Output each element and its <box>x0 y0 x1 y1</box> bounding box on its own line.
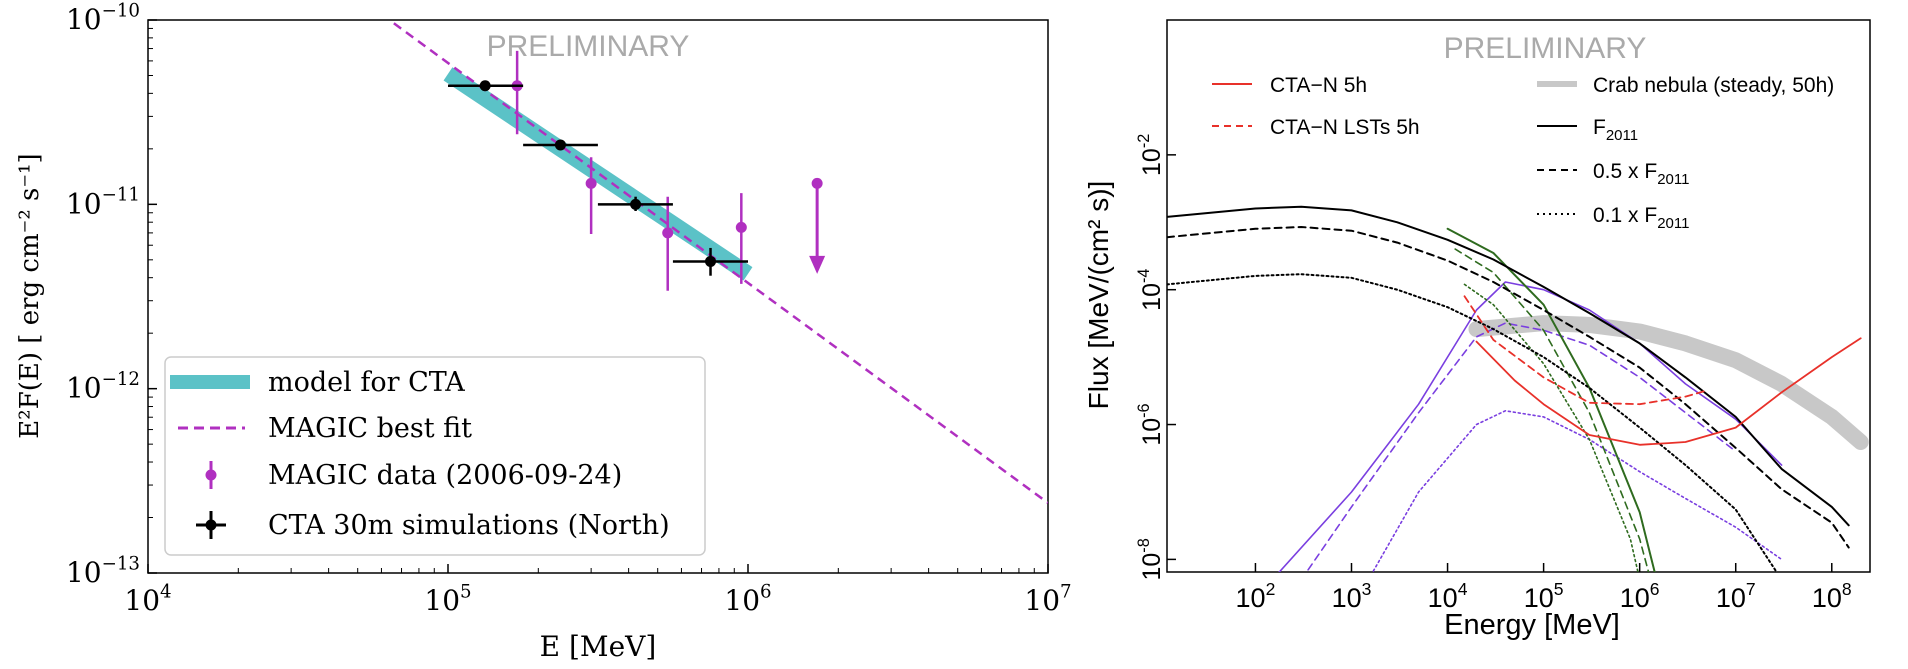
curve-green-dotted <box>1463 283 1639 572</box>
x-tick-label: 104 <box>1428 579 1468 613</box>
y-tick-label-group: 10-6 <box>1135 403 1166 445</box>
legend-swatch-magic-data <box>205 461 217 489</box>
right-plot-frame <box>1166 19 1871 573</box>
y-tick-label: 10-2 <box>1135 134 1166 176</box>
x-tick-label: 105 <box>1524 579 1564 613</box>
magic-point <box>662 227 674 239</box>
curve-grey-band <box>1468 315 1869 450</box>
right-chart: 102 103 104 105 106 107 108 10-8 10-6 10-4 10-2 PR… <box>1083 19 1871 641</box>
legend-label-model: model for CTA <box>268 367 465 398</box>
y-tick-label-group: 10-8 <box>1135 538 1166 580</box>
legend-label-tenth-f2011: 0.1 x F2011 <box>1593 204 1689 232</box>
left-watermark: PRELIMINARY <box>487 30 690 63</box>
x-tick-label: 106 <box>724 581 771 617</box>
x-tick-label: 104 <box>124 581 171 617</box>
curve-black-dotted <box>1167 273 1778 572</box>
x-tick-label: 107 <box>1024 581 1071 617</box>
right-watermark: PRELIMINARY <box>1444 32 1647 65</box>
right-axis-ticks: 102 103 104 105 106 107 108 10-8 10-6 10-4 10-2 <box>1135 134 1852 613</box>
x-tick-label: 102 <box>1236 579 1276 613</box>
left-x-axis-label: E [MeV] <box>540 630 657 663</box>
magic-point <box>585 177 597 189</box>
right-x-axis-label: Energy [MeV] <box>1444 609 1620 641</box>
cta-point <box>479 80 491 92</box>
upper-limit-point <box>811 177 823 189</box>
x-tick-label: 105 <box>424 581 471 617</box>
legend-label-cta-n: CTA−N 5h <box>1270 74 1367 97</box>
y-tick-label: 10−11 <box>66 185 140 221</box>
curve-green-solid <box>1446 227 1656 572</box>
y-tick-label: 10−12 <box>66 369 140 405</box>
curve-black-dashed <box>1167 226 1850 549</box>
legend-label-crab: Crab nebula (steady, 50h) <box>1593 74 1834 97</box>
x-tick-label: 107 <box>1716 579 1756 613</box>
curve-purple-dotted <box>1371 410 1783 572</box>
legend-label-half-f2011: 0.5 x F2011 <box>1593 160 1689 188</box>
legend-swatch-cta-sim <box>196 511 226 539</box>
legend-label-magic-data: MAGIC data (2006-09-24) <box>268 460 622 491</box>
y-tick-label: 10−10 <box>66 0 140 36</box>
cta-point <box>630 198 642 210</box>
legend-label-cta-n-lst: CTA−N LSTs 5h <box>1270 116 1420 139</box>
cta-point <box>554 139 566 151</box>
right-y-axis-label: Flux [MeV/(cm² s)] <box>1083 181 1114 410</box>
curve-black-solid <box>1167 205 1850 527</box>
curve-purple-solid <box>1278 281 1783 572</box>
y-tick-label-group: 10-4 <box>1135 269 1166 311</box>
x-tick-label: 103 <box>1332 579 1372 613</box>
y-tick-label: 10−13 <box>66 553 140 589</box>
left-chart: 104 105 106 107 10−13 10−12 10−11 10−10 PRELIMI… <box>15 0 1072 663</box>
legend-label-magic-fit: MAGIC best fit <box>268 413 472 444</box>
left-y-axis-label: E²F(E) [ erg cm⁻² s⁻¹] <box>15 153 45 438</box>
y-tick-label: 10-6 <box>1135 403 1166 445</box>
right-legend: CTA−N 5h CTA−N LSTs 5h Crab nebula (stea… <box>1212 74 1834 232</box>
left-series <box>393 22 1048 504</box>
right-series <box>1167 205 1869 572</box>
curve-red-solid <box>1475 337 1862 446</box>
curve-purple-dashed <box>1305 322 1737 572</box>
legend-label-cta-sim: CTA 30m simulations (North) <box>268 510 670 541</box>
y-tick-label-group: 10-2 <box>1135 134 1166 176</box>
cta-point <box>705 255 717 267</box>
left-legend: model for CTA MAGIC best fit MAGIC data … <box>164 356 706 556</box>
left-legend-box <box>164 356 706 556</box>
curve-red-dashed <box>1463 295 1708 406</box>
upper-limit-arrow <box>809 255 826 274</box>
left-plot-frame <box>147 19 1049 574</box>
legend-label-f2011: F2011 <box>1593 116 1638 144</box>
x-tick-label: 108 <box>1812 579 1852 613</box>
magic-point <box>735 221 747 233</box>
y-tick-label: 10-4 <box>1135 269 1166 311</box>
y-tick-label: 10-8 <box>1135 538 1166 580</box>
x-tick-label: 106 <box>1620 579 1660 613</box>
magic-fit-line <box>393 22 1048 504</box>
left-axis-ticks: 104 105 106 107 10−13 10−12 10−11 10−10 <box>66 0 1072 617</box>
model-band <box>443 67 753 281</box>
